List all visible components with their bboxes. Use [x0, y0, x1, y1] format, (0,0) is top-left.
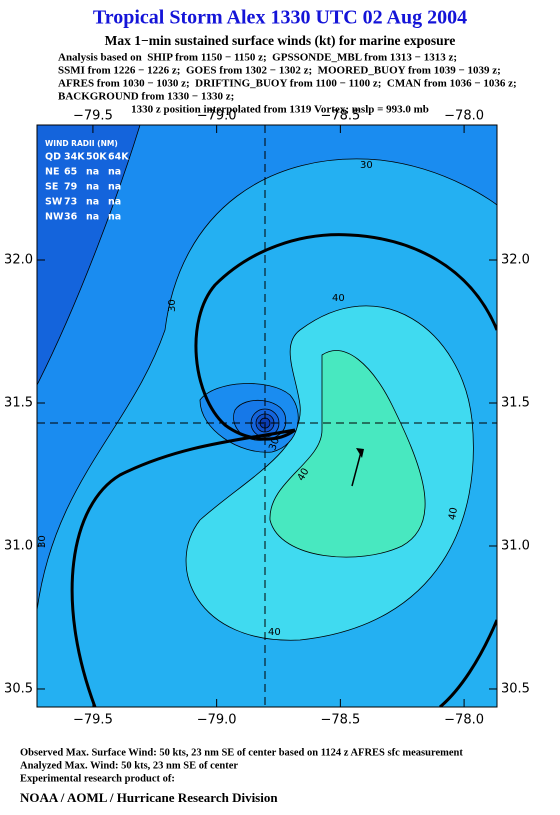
x-tick-label-top: −79.5 — [73, 109, 113, 124]
x-tick-label-bottom: −78.5 — [320, 713, 360, 728]
analysis-line: AFRES from 1030 − 1030 z; DRIFTING_BUOY … — [58, 78, 517, 90]
wind-radii-cell: na — [108, 167, 121, 178]
contour-label: 30 — [167, 299, 178, 312]
wind-radii-cell: na — [86, 182, 99, 193]
x-tick-label-bottom: −79.5 — [73, 713, 113, 728]
y-tick-label-left: 31.5 — [4, 395, 33, 410]
wind-radii-cell: 65 — [64, 167, 77, 178]
footer-org: NOAA / AOML / Hurricane Research Divisio… — [20, 790, 278, 805]
subtitle: Max 1−min sustained surface winds (kt) f… — [105, 33, 456, 48]
wind-radii-cell: na — [86, 197, 99, 208]
contour-label: 30 — [267, 436, 282, 452]
wind-radii-header: 34K — [64, 152, 85, 163]
contour-region — [269, 350, 426, 558]
wind-field: 30 30 30 30 40 40 40 40 — [37, 125, 497, 707]
x-tick-label-bottom: −78.0 — [444, 713, 484, 728]
x-tick-label-top: −79.0 — [197, 109, 237, 124]
wind-radii-cell: SE — [45, 182, 58, 193]
wind-radii-cell: 79 — [64, 182, 77, 193]
wind-radii-cell: na — [108, 197, 121, 208]
x-tick-label-bottom: −79.0 — [197, 713, 237, 728]
analysis-line: SSMI from 1226 − 1226 z; GOES from 1302 … — [58, 65, 501, 77]
wind-radii-cell: NW — [45, 212, 64, 223]
y-tick-label-left: 32.0 — [4, 252, 33, 267]
x-tick-label-top: −78.0 — [444, 109, 484, 124]
wind-radii-title: WIND RADII (NM) — [45, 139, 118, 148]
contour-label: 40 — [332, 293, 345, 304]
wind-radii-cell: NE — [45, 167, 59, 178]
wind-radii-header: QD — [45, 152, 61, 163]
y-tick-label-left: 30.5 — [4, 681, 33, 696]
title: Tropical Storm Alex 1330 UTC 02 Aug 2004 — [93, 7, 467, 29]
wind-radii-cell: 73 — [64, 197, 77, 208]
arrow-head — [356, 448, 364, 458]
footer-line: Analyzed Max. Wind: 50 kts, 23 nm SE of … — [20, 760, 238, 771]
contour-label: 40 — [447, 507, 460, 521]
y-tick-label-right: 31.5 — [501, 395, 530, 410]
y-tick-label-left: 31.0 — [4, 538, 33, 553]
analysis-line: Analysis based on SHIP from 1150 − 1150 … — [58, 52, 457, 64]
y-tick-label-right: 32.0 — [501, 252, 530, 267]
wind-radii-cell: na — [86, 167, 99, 178]
wind-radii-cell: SW — [45, 197, 63, 208]
contour-region — [37, 125, 141, 386]
wind-radii-cell: na — [108, 182, 121, 193]
thick-contour — [439, 619, 497, 707]
y-tick-label-right: 30.5 — [501, 681, 530, 696]
position-note: 1330 z position interpolated from 1319 V… — [131, 104, 429, 116]
wind-radii-cell: na — [108, 212, 121, 223]
map-frame — [36, 124, 498, 708]
contour-label: 40 — [268, 627, 281, 638]
y-tick-label-right: 31.0 — [501, 538, 530, 553]
x-tick-label-top: −78.5 — [320, 109, 360, 124]
footer-line: Experimental research product of: — [20, 773, 175, 784]
contour-label: 30 — [37, 535, 48, 548]
wind-radii-header: 50K — [86, 152, 107, 163]
wind-radii-header: 64K — [108, 152, 129, 163]
footer-line: Observed Max. Surface Wind: 50 kts, 23 n… — [20, 747, 463, 758]
wind-radii-cell: na — [86, 212, 99, 223]
motion-arrow — [351, 451, 362, 487]
wind-radii-cell: 36 — [64, 212, 78, 223]
thick-contour — [70, 233, 497, 707]
analysis-line: BACKGROUND from 1330 − 1330 z; — [58, 91, 234, 103]
contour-label: 30 — [360, 160, 373, 171]
